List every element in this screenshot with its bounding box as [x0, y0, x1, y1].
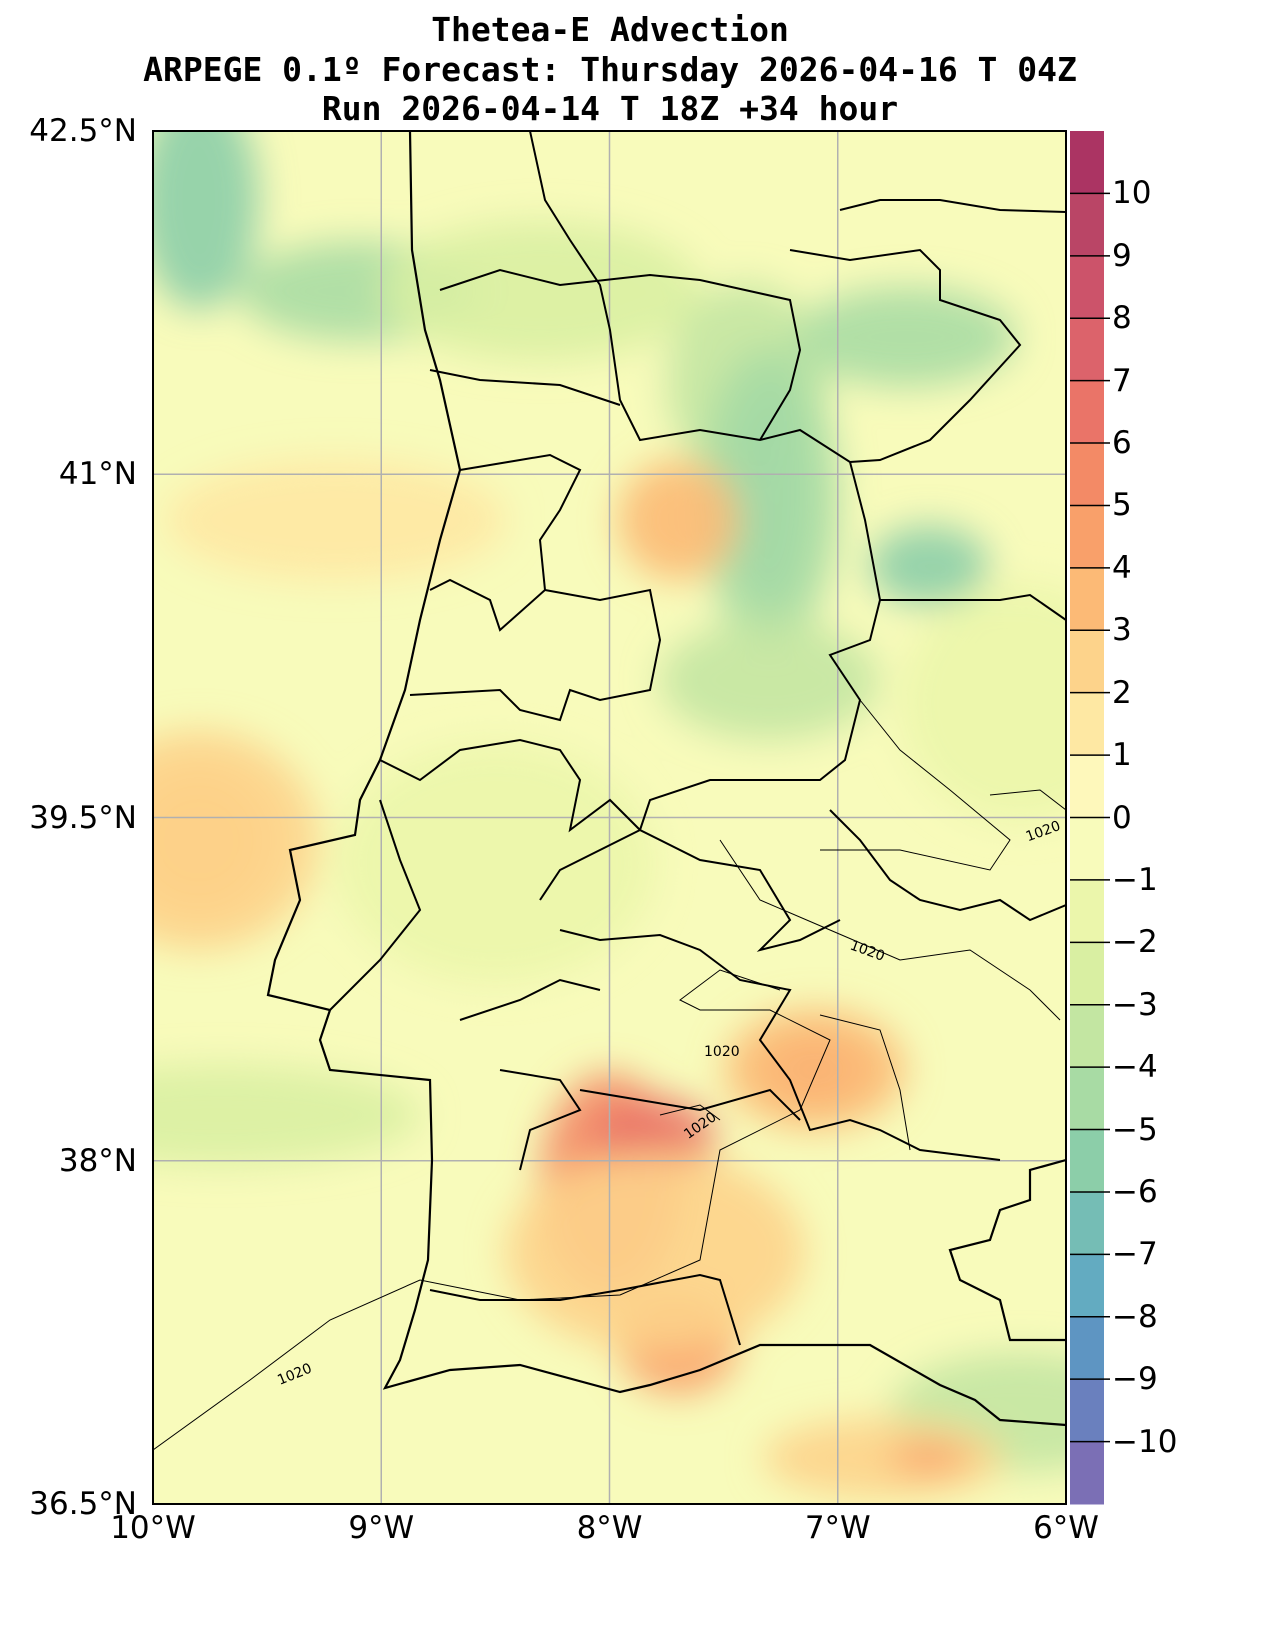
colorbar-bin — [1070, 443, 1104, 506]
colorbar-bin — [1070, 567, 1104, 631]
colorbar-bin — [1070, 318, 1104, 382]
coastline — [266, 131, 1066, 1427]
colorbar-tick-label: 2 — [1112, 674, 1132, 711]
colorbar-tick-label: −3 — [1112, 986, 1158, 1023]
colorbar-tick-label: 4 — [1112, 549, 1132, 586]
field-anomaly — [724, 1009, 905, 1130]
colorbar-bin — [1070, 1129, 1104, 1193]
colorbar-bin — [1070, 817, 1104, 881]
lon-tick-label: 8°W — [576, 1510, 643, 1546]
colorbar-tick-label: 1 — [1112, 737, 1132, 774]
field-anomaly — [763, 1418, 1004, 1499]
colorbar-tick-label: −8 — [1112, 1298, 1158, 1335]
field-anomaly — [505, 1152, 806, 1353]
colorbar-bin — [1070, 1316, 1104, 1380]
colorbar — [1070, 131, 1110, 1505]
colorbar-bin — [1070, 942, 1104, 1006]
lon-tick-label: 6°W — [1033, 1510, 1099, 1546]
field-anomaly — [153, 131, 259, 310]
colorbar-tick-label: −7 — [1112, 1236, 1158, 1273]
colorbar-tick-label: −2 — [1112, 924, 1158, 961]
field-anomaly — [699, 347, 840, 648]
colorbar-tick-label: 3 — [1112, 612, 1132, 649]
colorbar-tick-label: 5 — [1112, 487, 1132, 524]
field-anomaly — [900, 583, 1066, 824]
lat-tick-label: 41°N — [58, 456, 137, 493]
title-line-2: ARPEGE 0.1º Forecast: Thursday 2026-04-1… — [143, 50, 1077, 89]
colorbar-tick-label: −10 — [1112, 1423, 1178, 1460]
colorbar-bin — [1070, 193, 1104, 257]
colorbar-tick-label: 9 — [1112, 237, 1132, 274]
colorbar-bin — [1070, 1191, 1104, 1255]
colorbar-bin — [1070, 692, 1104, 756]
colorbar-bin — [1070, 380, 1104, 444]
field-anomaly — [153, 730, 319, 951]
lon-tick-label: 9°W — [348, 1510, 415, 1546]
lat-tick-label: 36.5°N — [29, 1486, 137, 1522]
colorbar-bin — [1070, 1067, 1104, 1131]
colorbar-tick-label: −4 — [1112, 1049, 1158, 1086]
lon-tick-label: 10°W — [110, 1510, 196, 1546]
colorbar-tick-label: −5 — [1112, 1111, 1158, 1148]
field-anomaly — [796, 286, 1017, 387]
borders — [329, 131, 1066, 1346]
colorbar-bin — [1070, 1379, 1104, 1443]
colorbar-bin — [1070, 1004, 1104, 1068]
colorbar-bin — [1070, 1254, 1104, 1318]
field-anomaly — [869, 525, 990, 606]
colorbar-tick-label: 6 — [1112, 425, 1132, 462]
colorbar-tick-label: 10 — [1112, 175, 1152, 212]
colorbar-bin — [1070, 255, 1104, 319]
field-anomaly — [889, 1443, 970, 1474]
lat-tick-label: 39.5°N — [29, 799, 137, 836]
field-anomaly — [335, 743, 656, 984]
colorbar-tick-label: −1 — [1112, 861, 1158, 898]
title-line-1: Thetea-E Advection — [431, 10, 789, 49]
colorbar-bin — [1070, 755, 1104, 818]
colorbar-tick-label: −6 — [1112, 1173, 1158, 1210]
colorbar-tick-label: 0 — [1112, 799, 1132, 836]
colorbar-bin — [1070, 630, 1104, 694]
colorbar-tick-label: 8 — [1112, 300, 1132, 337]
colorbar-bin — [1070, 505, 1104, 569]
colorbar-bin — [1070, 131, 1104, 194]
field-anomaly — [381, 221, 702, 362]
field-anomaly — [165, 460, 506, 581]
lat-tick-label: 42.5°N — [29, 113, 137, 149]
title-line-3: Run 2026-04-14 T 18Z +34 hour — [321, 89, 899, 128]
isobars — [153, 699, 1066, 1451]
field-anomaly — [153, 1064, 422, 1165]
colorbar-bin — [1070, 1441, 1104, 1505]
field-anomaly — [659, 620, 880, 741]
colorbar-bin — [1070, 879, 1104, 943]
lat-tick-label: 38°N — [58, 1142, 137, 1179]
isobar-label: 1020 — [704, 1044, 740, 1060]
colorbar-tick-label: 7 — [1112, 362, 1132, 399]
field-anomaly — [617, 460, 738, 581]
lon-tick-label: 7°W — [804, 1510, 871, 1546]
colorbar-tick-label: −9 — [1112, 1361, 1158, 1398]
